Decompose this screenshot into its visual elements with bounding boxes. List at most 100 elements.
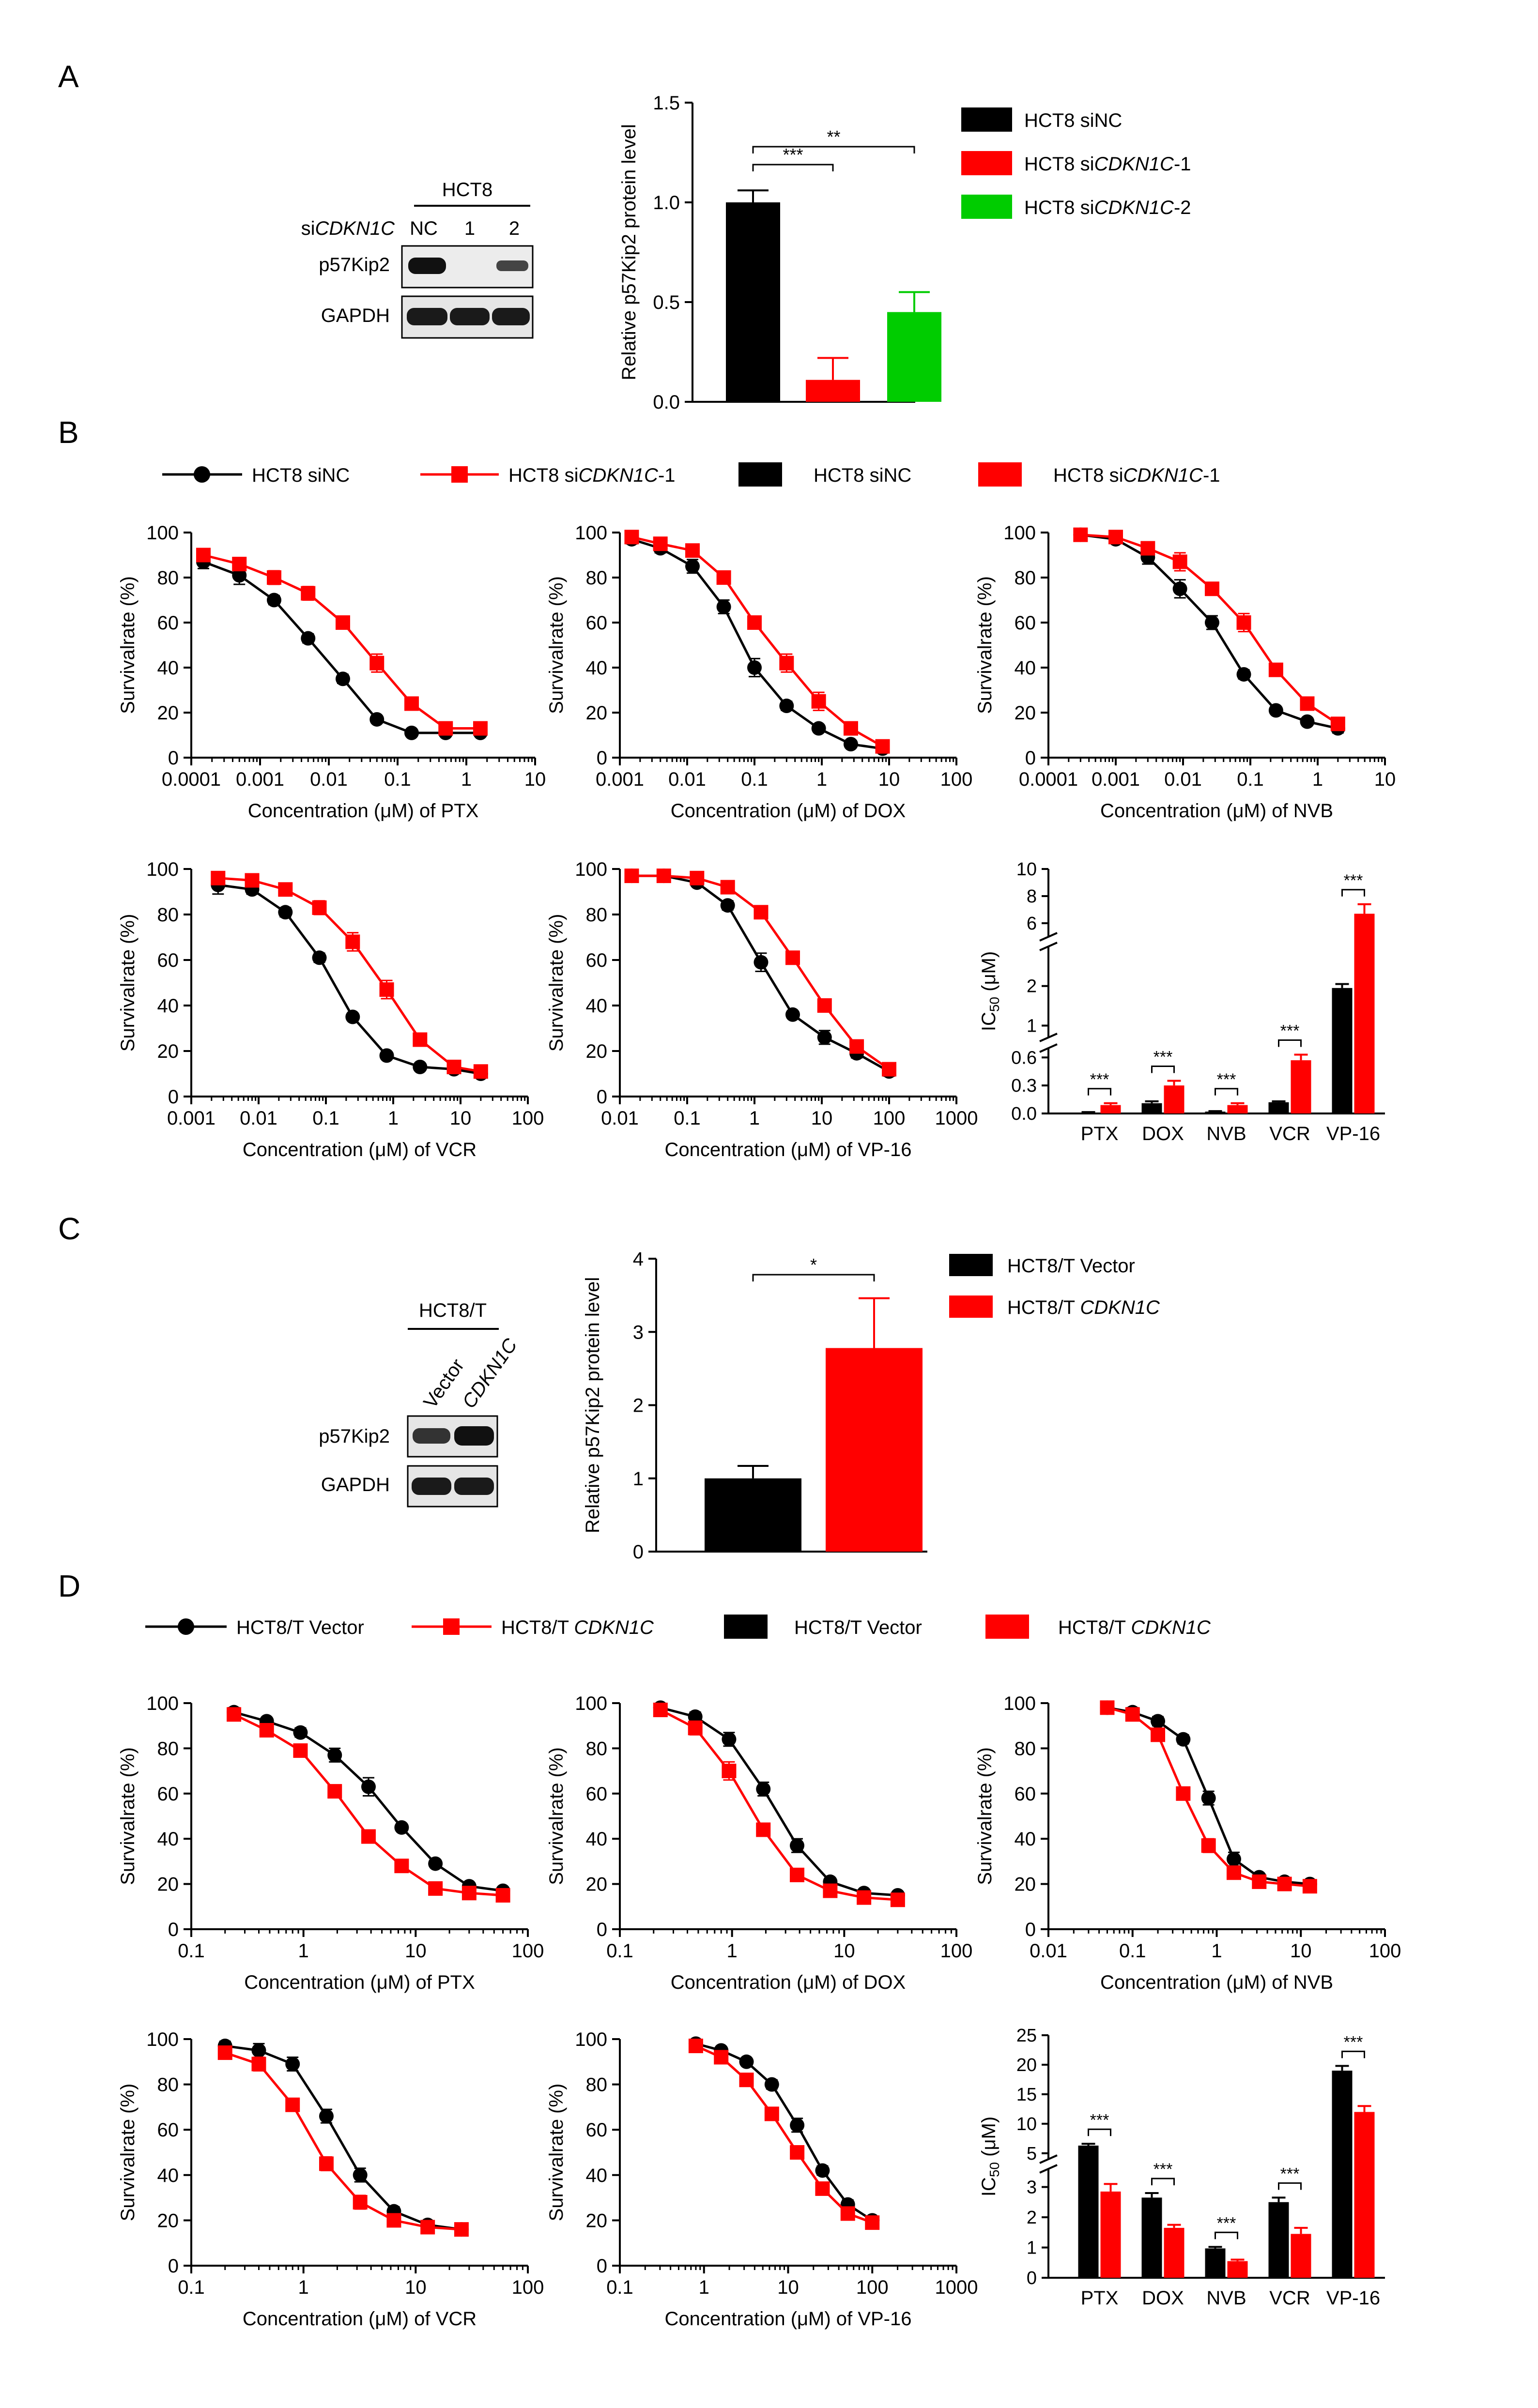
D4-data-point-red [420, 2220, 435, 2235]
B5-x-tick-label: 0.1 [674, 1108, 701, 1129]
blot-c-lane-vector: Vector [419, 1355, 468, 1412]
D3-x-tick-label: 0.01 [1030, 1940, 1067, 1962]
D_ic50-x-tick-label: PTX [1081, 2287, 1119, 2309]
D2-data-point-red [890, 1892, 905, 1907]
B2-data-point-red [811, 694, 826, 709]
D1-data-point-black [293, 1725, 308, 1740]
B4-data-point-red [312, 900, 327, 915]
C_bar-significance-label: * [810, 1255, 817, 1275]
B2-x-tick-label: 0.1 [741, 769, 768, 790]
B1-x-axis-title: Concentration (μM) of PTX [248, 800, 479, 822]
B1-x-tick-label: 0.0001 [162, 769, 221, 790]
B_ic50-significance-bracket [1341, 889, 1365, 897]
B5-x-axis-title: Concentration (μM) of VP-16 [665, 1139, 912, 1160]
B1-series-line-black [203, 561, 480, 734]
legend-b-label-sinc-line: HCT8 siNC [252, 465, 350, 486]
B1-data-point-black [335, 671, 350, 686]
C_bar-y-tick-label: 3 [633, 1322, 644, 1343]
blot-c-cell-line: HCT8/T [419, 1300, 487, 1321]
B_ic50-y-tick-label: 0.6 [1011, 1048, 1037, 1068]
panel-c-legend: HCT8/T Vector HCT8/T CDKN1C [949, 1254, 1160, 1318]
D1-data-point-red [327, 1784, 342, 1799]
B4-x-axis-title: Concentration (μM) of VCR [243, 1139, 477, 1160]
D_ic50-y-tick-label: 25 [1016, 2026, 1037, 2046]
D1-data-point-red [461, 1886, 477, 1901]
D3-x-axis-title: Concentration (μM) of NVB [1100, 1972, 1333, 1993]
D5-x-tick-label: 1 [699, 2277, 709, 2298]
B_ic50-bar-red [1227, 1105, 1248, 1113]
D2-data-point-red [756, 1822, 771, 1837]
B4-data-point-red [211, 870, 226, 885]
D2-data-point-red [857, 1890, 872, 1905]
B3-y-tick-label: 0 [1025, 747, 1036, 769]
C_bar-y-tick-label: 4 [633, 1249, 644, 1270]
D1-series-line-black [233, 1711, 503, 1892]
B_ic50-y-tick-label: 1 [1027, 1016, 1037, 1036]
blot-c-band-gapdh-vector [412, 1478, 451, 1495]
D3-x-tick-label: 10 [1290, 1940, 1312, 1962]
B3-data-point-black [1300, 714, 1315, 729]
panel-b-vcr-curve: 0 20 40 60 80 100 0.001 0.01 0.1 1 10 100 Concentrat… [117, 859, 544, 1160]
D1-data-point-red [293, 1743, 308, 1758]
B1-series-line-red [203, 554, 480, 730]
D2-series-line-red [660, 1708, 898, 1901]
A_bar-bar-green [887, 312, 941, 402]
panel-b-ptx-curve: 0 20 40 60 80 100 0.0001 0.001 0.01 0.1 1 10 Concent… [117, 522, 546, 822]
D3-data-point-black [1151, 1714, 1166, 1729]
B5-data-point-red [882, 1062, 896, 1077]
C_bar-bar-black [705, 1478, 801, 1552]
D2-data-point-red [722, 1764, 737, 1779]
D3-x-tick-label: 100 [1369, 1940, 1401, 1962]
B2-data-point-red [843, 721, 858, 736]
B2-data-point-red [685, 543, 700, 558]
B2-x-tick-label: 10 [878, 769, 900, 790]
D4-data-point-red [386, 2213, 401, 2228]
A_bar-significance-bracket [752, 164, 834, 171]
D1-data-point-black [361, 1779, 376, 1794]
legend-c-label-vector: HCT8/T Vector [1007, 1255, 1135, 1277]
D5-data-point-red [790, 2145, 805, 2160]
B5-data-point-red [849, 1039, 864, 1054]
D5-data-point-red [764, 2106, 779, 2121]
B2-data-point-red [653, 536, 668, 551]
B5-x-tick-label: 100 [873, 1108, 906, 1129]
B4-data-point-black [278, 905, 293, 920]
D4-data-point-black [285, 2057, 300, 2072]
D1-y-tick-label: 0 [168, 1919, 179, 1940]
blot-a-sirna-label: siCDKN1C [301, 218, 395, 239]
B3-data-point-red [1073, 527, 1088, 542]
B2-y-tick-label: 20 [586, 702, 608, 724]
D2-y-tick-label: 40 [586, 1829, 608, 1850]
legend-d-marker-vector [178, 1618, 194, 1635]
B3-data-point-black [1204, 615, 1219, 630]
B5-x-tick-label: 10 [811, 1108, 833, 1129]
blot-a-row-gapdh: GAPDH [321, 305, 390, 326]
B4-data-point-red [413, 1032, 428, 1047]
B5-data-point-red [624, 869, 639, 884]
D2-x-tick-label: 100 [940, 1940, 973, 1962]
B2-data-point-red [779, 655, 794, 671]
B5-y-tick-label: 20 [586, 1041, 608, 1062]
B4-x-tick-label: 100 [512, 1108, 544, 1129]
D2-y-tick-label: 100 [575, 1693, 607, 1714]
D2-data-point-black [756, 1782, 771, 1797]
B_ic50-significance-label: *** [1217, 1070, 1236, 1089]
D2-x-tick-label: 1 [727, 1940, 738, 1962]
D4-x-axis-title: Concentration (μM) of VCR [243, 2308, 477, 2330]
D1-y-tick-label: 60 [157, 1783, 179, 1805]
D5-y-tick-label: 20 [586, 2210, 608, 2231]
D5-x-tick-label: 1000 [935, 2277, 978, 2298]
D_ic50-y-axis-title: IC50 (μM) [978, 2117, 1002, 2196]
B4-data-point-red [473, 1064, 488, 1079]
D_ic50-bar-black [1141, 2197, 1162, 2278]
B2-y-tick-label: 0 [597, 747, 607, 769]
D1-data-point-red [428, 1881, 443, 1896]
B4-series-line-black [217, 884, 481, 1075]
D4-data-point-black [319, 2109, 334, 2124]
B3-data-point-black [1172, 581, 1187, 596]
C_bar-y-axis-title: Relative p57Kip2 protein level [582, 1277, 603, 1533]
D5-data-point-black [815, 2163, 830, 2178]
B2-data-point-red [624, 530, 639, 545]
B2-data-point-black [779, 699, 794, 714]
